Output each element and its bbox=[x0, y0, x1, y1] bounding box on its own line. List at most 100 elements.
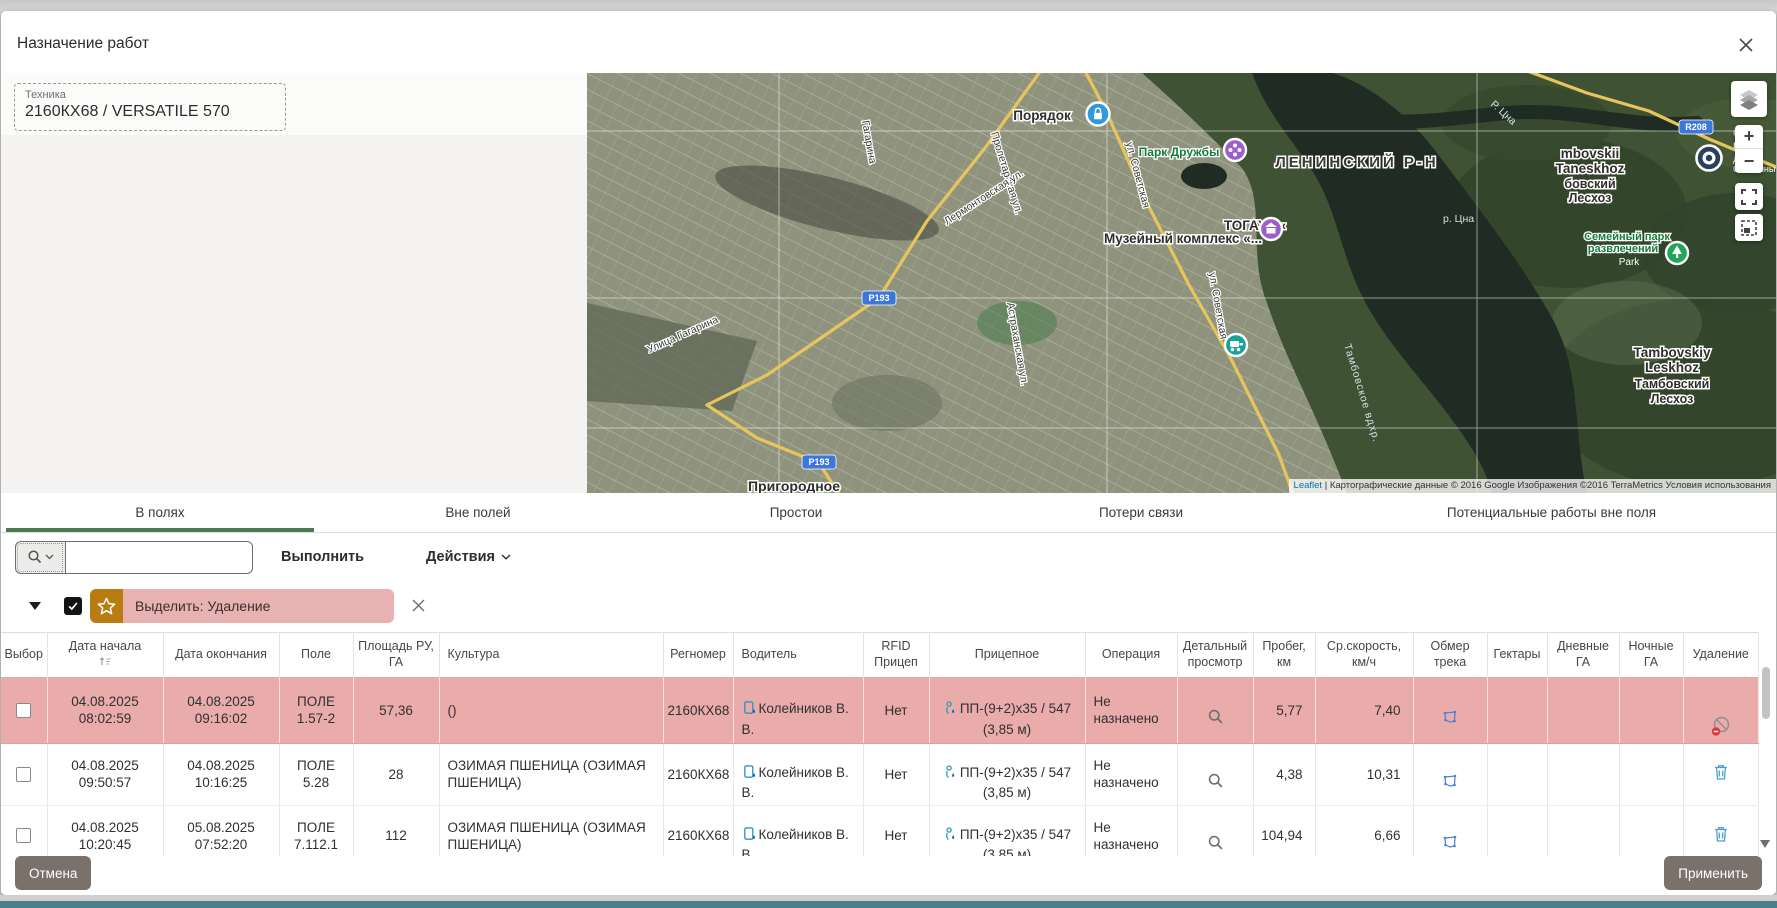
col-track-measure[interactable]: Обмер трека bbox=[1413, 632, 1488, 678]
col-delete[interactable]: Удаление bbox=[1683, 632, 1759, 678]
tab-idle[interactable]: Простои bbox=[637, 493, 955, 532]
zoom-out-button[interactable]: − bbox=[1743, 150, 1755, 171]
col-day-ha[interactable]: Дневные ГА bbox=[1547, 632, 1620, 678]
night-ha-cell bbox=[1619, 743, 1684, 806]
magnifier-icon[interactable] bbox=[1207, 772, 1224, 793]
hectares-cell bbox=[1487, 677, 1548, 744]
col-culture[interactable]: Культура bbox=[439, 632, 664, 678]
page-background-bottom bbox=[0, 895, 1777, 901]
col-trailer[interactable]: Прицепное bbox=[929, 632, 1086, 678]
actions-menu-button[interactable]: Действия bbox=[420, 548, 517, 566]
park-marker[interactable] bbox=[1222, 137, 1248, 163]
remove-filter-icon[interactable] bbox=[410, 597, 428, 615]
apply-button[interactable]: Применить bbox=[1664, 856, 1762, 890]
map-label-museum: Музейный комплекс «... bbox=[1104, 231, 1262, 246]
tab-potential-work[interactable]: Потенциальные работы вне поля bbox=[1327, 493, 1776, 532]
driver-card-icon bbox=[742, 826, 757, 846]
execute-button[interactable]: Выполнить bbox=[275, 548, 370, 566]
col-label: Дата начала bbox=[68, 639, 142, 654]
chevron-down-icon bbox=[45, 554, 54, 560]
chevron-down-icon bbox=[501, 554, 511, 560]
col-field[interactable]: Поле bbox=[279, 632, 354, 678]
table-scrollbar[interactable] bbox=[1762, 667, 1770, 719]
cancel-button[interactable]: Отмена bbox=[15, 856, 92, 890]
avg-speed-cell: 7,40 bbox=[1315, 677, 1414, 744]
driver-name: Колейников В. В. bbox=[741, 701, 849, 737]
layers-control-icon[interactable] bbox=[1731, 81, 1767, 117]
table-row[interactable]: 04.08.2025 08:02:59 04.08.2025 09:16:02 … bbox=[1, 677, 1759, 744]
close-icon[interactable] bbox=[1736, 35, 1756, 55]
terms-link[interactable]: Условия использования bbox=[1665, 480, 1771, 491]
tab-label: Потенциальные работы вне поля bbox=[1446, 505, 1657, 520]
tab-out-of-fields[interactable]: Вне полей bbox=[319, 493, 637, 532]
col-reg-number[interactable]: Регномер bbox=[663, 632, 734, 678]
end-date-cell: 04.08.2025 09:16:02 bbox=[163, 677, 280, 744]
search-combo bbox=[15, 540, 253, 574]
map[interactable]: Р193 Р193 R208 Порядок Парк Дружбы ЛЕНИН… bbox=[587, 73, 1776, 493]
leaflet-link[interactable]: Leaflet bbox=[1293, 480, 1323, 491]
col-avg-speed[interactable]: Ср.скорость, км/ч bbox=[1315, 632, 1414, 678]
row-checkbox[interactable] bbox=[16, 766, 32, 782]
col-hectares[interactable]: Гектары bbox=[1487, 632, 1548, 678]
start-date-cell: 04.08.2025 08:02:59 bbox=[47, 677, 164, 744]
geo-marker[interactable] bbox=[1695, 144, 1723, 172]
track-measure-icon[interactable] bbox=[1442, 709, 1458, 729]
search-scope-button[interactable] bbox=[15, 540, 65, 574]
bottom-accent-bar bbox=[0, 901, 1777, 908]
magnifier-icon[interactable] bbox=[1207, 708, 1224, 729]
col-area[interactable]: Площадь РУ, ГА bbox=[353, 632, 440, 678]
scroll-down-icon[interactable] bbox=[1760, 840, 1770, 848]
tab-connection-loss[interactable]: Потери связи bbox=[955, 493, 1327, 532]
select-all-checkbox[interactable] bbox=[64, 597, 82, 615]
tree-marker[interactable] bbox=[1664, 240, 1690, 266]
fullscreen-icon[interactable] bbox=[1735, 183, 1763, 210]
snapshot-icon[interactable] bbox=[1735, 214, 1763, 241]
night-ha-cell bbox=[1619, 677, 1684, 744]
trash-icon[interactable] bbox=[1713, 763, 1729, 785]
actions-label: Действия bbox=[426, 549, 495, 565]
table-row[interactable]: 04.08.2025 09:50:57 04.08.2025 10:16:25 … bbox=[1, 743, 1759, 806]
col-start-date[interactable]: Дата начала bbox=[47, 632, 164, 678]
highlight-filter-pill[interactable]: Выделить: Удаление bbox=[90, 589, 394, 623]
map-label-tameskhoz: Taneskhoz bbox=[1556, 161, 1625, 176]
lock-marker[interactable] bbox=[1085, 101, 1111, 127]
col-operation[interactable]: Операция bbox=[1085, 632, 1178, 678]
map-label-park-en: Park bbox=[1619, 257, 1641, 268]
collapse-arrow-icon[interactable] bbox=[29, 602, 41, 610]
col-mileage[interactable]: Пробег, км bbox=[1253, 632, 1316, 678]
driver-cell: Колейников В. В. bbox=[733, 743, 864, 806]
search-input[interactable] bbox=[65, 540, 253, 574]
row-checkbox[interactable] bbox=[16, 702, 32, 718]
equipment-field[interactable]: Техника 2160КХ68 / VERSATILE 570 bbox=[14, 83, 286, 131]
page-background-top bbox=[0, 0, 1777, 11]
col-detail-view[interactable]: Детальный просмотр bbox=[1177, 632, 1254, 678]
magnifier-icon[interactable] bbox=[1207, 834, 1224, 855]
track-measure-icon[interactable] bbox=[1442, 834, 1458, 854]
area-cell: 28 bbox=[353, 743, 440, 806]
driver-card-icon bbox=[742, 700, 757, 720]
check-icon bbox=[68, 602, 78, 611]
col-driver[interactable]: Водитель bbox=[733, 632, 864, 678]
map-label-prigorodnoe: Пригородное bbox=[748, 478, 840, 493]
zoom-control: + − bbox=[1735, 125, 1763, 173]
col-night-ha[interactable]: Ночные ГА bbox=[1619, 632, 1684, 678]
dialog-title: Назначение работ bbox=[17, 35, 149, 52]
col-rfid[interactable]: RFID Прицеп bbox=[863, 632, 930, 678]
operation-cell: Не назначено bbox=[1085, 743, 1178, 806]
trailer-cell: ПП-(9+2)х35 / 547 (3,85 м) bbox=[929, 743, 1086, 806]
mileage-cell: 5,77 bbox=[1253, 677, 1316, 744]
table-body: 04.08.2025 08:02:59 04.08.2025 09:16:02 … bbox=[1, 677, 1759, 868]
row-checkbox[interactable] bbox=[16, 828, 32, 844]
mileage-cell: 4,38 bbox=[1253, 743, 1316, 806]
end-date-cell: 04.08.2025 10:16:25 bbox=[163, 743, 280, 806]
culture-cell: () bbox=[439, 677, 664, 744]
tab-in-fields[interactable]: В полях bbox=[1, 493, 319, 532]
col-end-date[interactable]: Дата окончания bbox=[163, 632, 280, 678]
museum-marker[interactable] bbox=[1258, 216, 1284, 242]
track-measure-icon[interactable] bbox=[1442, 773, 1458, 793]
trash-icon[interactable] bbox=[1713, 825, 1729, 847]
map-label-leskhoz2: Лесхоз bbox=[1651, 392, 1694, 406]
vehicle-marker[interactable] bbox=[1223, 332, 1249, 358]
zoom-in-button[interactable]: + bbox=[1735, 125, 1763, 149]
